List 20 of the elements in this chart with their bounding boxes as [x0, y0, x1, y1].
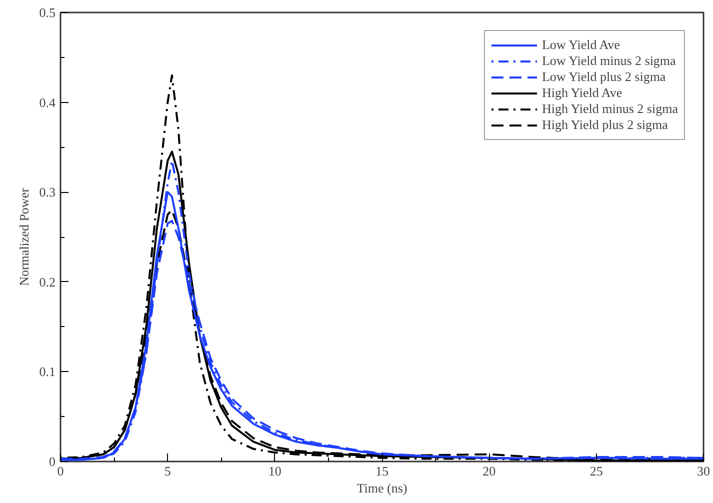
y-tick-label: 0 [49, 454, 56, 469]
legend-label: High Yield minus 2 sigma [542, 101, 678, 117]
x-tick-label: 15 [376, 464, 388, 478]
y-tick-label: 0.5 [39, 5, 56, 20]
x-tick-label: 10 [268, 464, 282, 478]
legend-label: Low Yield Ave [542, 37, 620, 53]
x-axis-title: Time (ns) [356, 480, 408, 496]
legend-label: Low Yield plus 2 sigma [542, 69, 666, 85]
legend-label: Low Yield minus 2 sigma [542, 53, 676, 69]
x-tick-label: 30 [697, 464, 710, 478]
y-tick-label: 0.2 [39, 274, 56, 290]
legend-label: High Yield Ave [542, 85, 622, 101]
y-tick-label: 0.3 [39, 184, 56, 200]
x-tick-label: 20 [482, 464, 496, 478]
legend-label: High Yield plus 2 sigma [542, 117, 668, 133]
x-tick-label: 5 [164, 464, 171, 478]
x-tick-label: 25 [590, 464, 603, 478]
y-tick-label: 0.1 [39, 364, 56, 380]
y-tick-label: 0.4 [39, 94, 56, 110]
y-axis-title: Normalized Power [16, 187, 32, 286]
